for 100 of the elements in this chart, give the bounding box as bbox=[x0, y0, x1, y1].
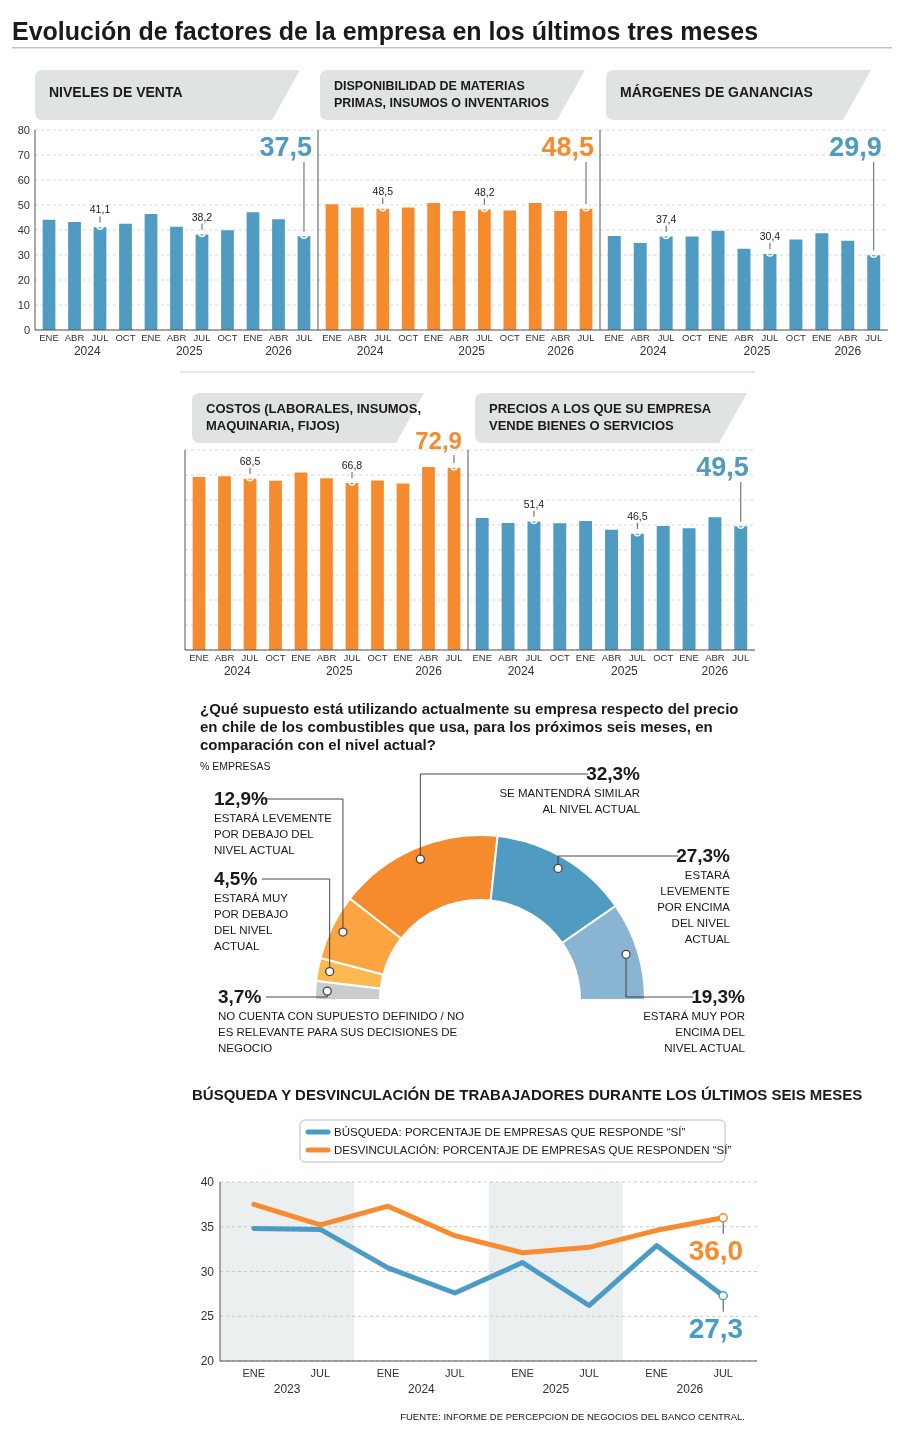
y-tick-label: 70 bbox=[17, 149, 30, 161]
text: 2025 bbox=[175, 344, 203, 358]
bar bbox=[422, 467, 435, 650]
x-tick-label: JUL bbox=[579, 1367, 599, 1379]
x-tick-label: ABR bbox=[418, 652, 439, 663]
x-tick-label: ABR bbox=[550, 332, 571, 343]
x-tick-label: JUL bbox=[295, 332, 313, 343]
bar bbox=[269, 480, 282, 650]
text: 2025 bbox=[458, 344, 486, 358]
x-tick-label: ENE bbox=[423, 332, 444, 343]
bar bbox=[737, 248, 751, 330]
x-tick-label: ENE bbox=[679, 652, 699, 663]
bar bbox=[297, 236, 311, 330]
text: 2023 bbox=[273, 1382, 301, 1396]
y-tick-label: 40 bbox=[200, 1175, 215, 1189]
bar bbox=[376, 208, 390, 330]
chart-subtitle: DISPONIBILIDAD DE MATERIAS PRIMAS, INSUMOS O INVENTARIOS bbox=[334, 79, 550, 110]
x-tick-label: ABR bbox=[601, 652, 622, 663]
bar bbox=[475, 518, 489, 650]
x-tick-label: JUL bbox=[445, 652, 463, 663]
x-tick-label: ENE bbox=[141, 332, 161, 343]
text: 2025 bbox=[542, 1382, 570, 1396]
x-tick-label: OCT bbox=[785, 332, 807, 343]
slice-label: ESTARÁ LEVEMENTE POR ENCIMA DEL NIVEL ACTUAL bbox=[657, 869, 731, 945]
bar bbox=[119, 223, 132, 330]
y-tick-label: 20 bbox=[17, 274, 30, 286]
bar bbox=[554, 211, 567, 330]
x-tick-label: ABR bbox=[268, 332, 289, 343]
data-label: 46,5 bbox=[627, 509, 648, 522]
x-tick-label: JUL bbox=[310, 1367, 331, 1379]
bar bbox=[221, 230, 234, 330]
x-tick-label: JUL bbox=[241, 652, 259, 663]
data-label: 32,3% bbox=[586, 763, 641, 784]
x-tick-label: JUL bbox=[713, 1367, 733, 1379]
bar bbox=[867, 255, 881, 330]
bar bbox=[734, 526, 748, 650]
x-tick-label: ENE bbox=[39, 332, 59, 343]
bar bbox=[630, 533, 644, 650]
x-tick-label: JUL bbox=[628, 652, 646, 663]
x-tick-label: JUL bbox=[865, 332, 883, 343]
x-tick-label: OCT bbox=[549, 652, 571, 663]
chart-subtitle: % EMPRESAS bbox=[200, 760, 271, 772]
x-tick-label: JUL bbox=[525, 652, 543, 663]
bar bbox=[294, 472, 308, 650]
x-tick-label: ENE bbox=[604, 332, 625, 343]
x-tick-label: ENE bbox=[291, 652, 311, 663]
bar bbox=[789, 239, 803, 330]
bar bbox=[246, 212, 260, 330]
bar bbox=[501, 523, 515, 650]
text: 2024 bbox=[73, 344, 101, 358]
x-tick-label: ABR bbox=[705, 652, 725, 663]
x-tick-label: OCT bbox=[682, 332, 703, 343]
data-label: 48,2 bbox=[474, 185, 495, 198]
bar bbox=[401, 207, 415, 330]
data-label: 48,5 bbox=[372, 184, 394, 197]
bar bbox=[427, 203, 440, 330]
bar bbox=[371, 480, 384, 650]
y-tick-label: 10 bbox=[17, 299, 30, 311]
x-tick-label: ABR bbox=[316, 652, 337, 663]
chart-subtitle: NIVELES DE VENTA bbox=[49, 84, 183, 100]
x-tick-label: ABR bbox=[734, 332, 754, 343]
x-tick-label: JUL bbox=[91, 332, 109, 343]
y-tick-label: 40 bbox=[17, 224, 30, 236]
x-tick-label: ENE bbox=[376, 1367, 400, 1379]
x-tick-label: JUL bbox=[732, 652, 750, 663]
bar bbox=[192, 477, 206, 650]
bar bbox=[345, 483, 359, 650]
data-label: 68,5 bbox=[239, 454, 261, 467]
bar bbox=[579, 208, 593, 330]
y-tick-label: 20 bbox=[200, 1354, 215, 1368]
x-tick-label: JUL bbox=[374, 332, 392, 343]
text: 2025 bbox=[325, 664, 353, 678]
x-tick-label: OCT bbox=[115, 332, 136, 343]
text: 2024 bbox=[639, 344, 667, 358]
bar bbox=[553, 523, 567, 650]
chart-title: BÚSQUEDA Y DESVINCULACIÓN DE TRABAJADORES DURANTE LOS ÚLTIMOS SEIS MESES bbox=[192, 1086, 863, 1103]
x-tick-label: OCT bbox=[217, 332, 238, 343]
data-label: 51,4 bbox=[523, 497, 545, 510]
slice-label: NO CUENTA CON SUPUESTO DEFINIDO / NO ES RELEVANTE PARA SUS DECISIONES DE NEGOCIO bbox=[218, 1010, 465, 1054]
text: 2024 bbox=[223, 664, 251, 678]
x-tick-label: JUL bbox=[343, 652, 361, 663]
y-tick-label: 50 bbox=[17, 199, 30, 211]
bar bbox=[170, 226, 183, 330]
text: 2026 bbox=[834, 344, 862, 358]
x-tick-label: ENE bbox=[575, 652, 596, 663]
x-tick-label: JUL bbox=[193, 332, 211, 343]
text: 2025 bbox=[611, 664, 639, 678]
data-label: 37,5 bbox=[259, 132, 312, 162]
slice-label: SE MANTENDRÁ SIMILAR AL NIVEL ACTUAL bbox=[499, 787, 641, 815]
text: 2026 bbox=[415, 664, 443, 678]
bar bbox=[144, 214, 158, 330]
bar bbox=[528, 203, 542, 330]
x-tick-label: OCT bbox=[367, 652, 388, 663]
y-tick-label: 0 bbox=[23, 324, 30, 336]
bar bbox=[659, 236, 673, 330]
x-tick-label: ENE bbox=[645, 1367, 668, 1379]
data-label: 30,4 bbox=[759, 230, 781, 242]
bar bbox=[579, 521, 593, 650]
data-label: 4,5% bbox=[214, 868, 258, 889]
chart-subtitle: MÁRGENES DE GANANCIAS bbox=[620, 84, 813, 100]
